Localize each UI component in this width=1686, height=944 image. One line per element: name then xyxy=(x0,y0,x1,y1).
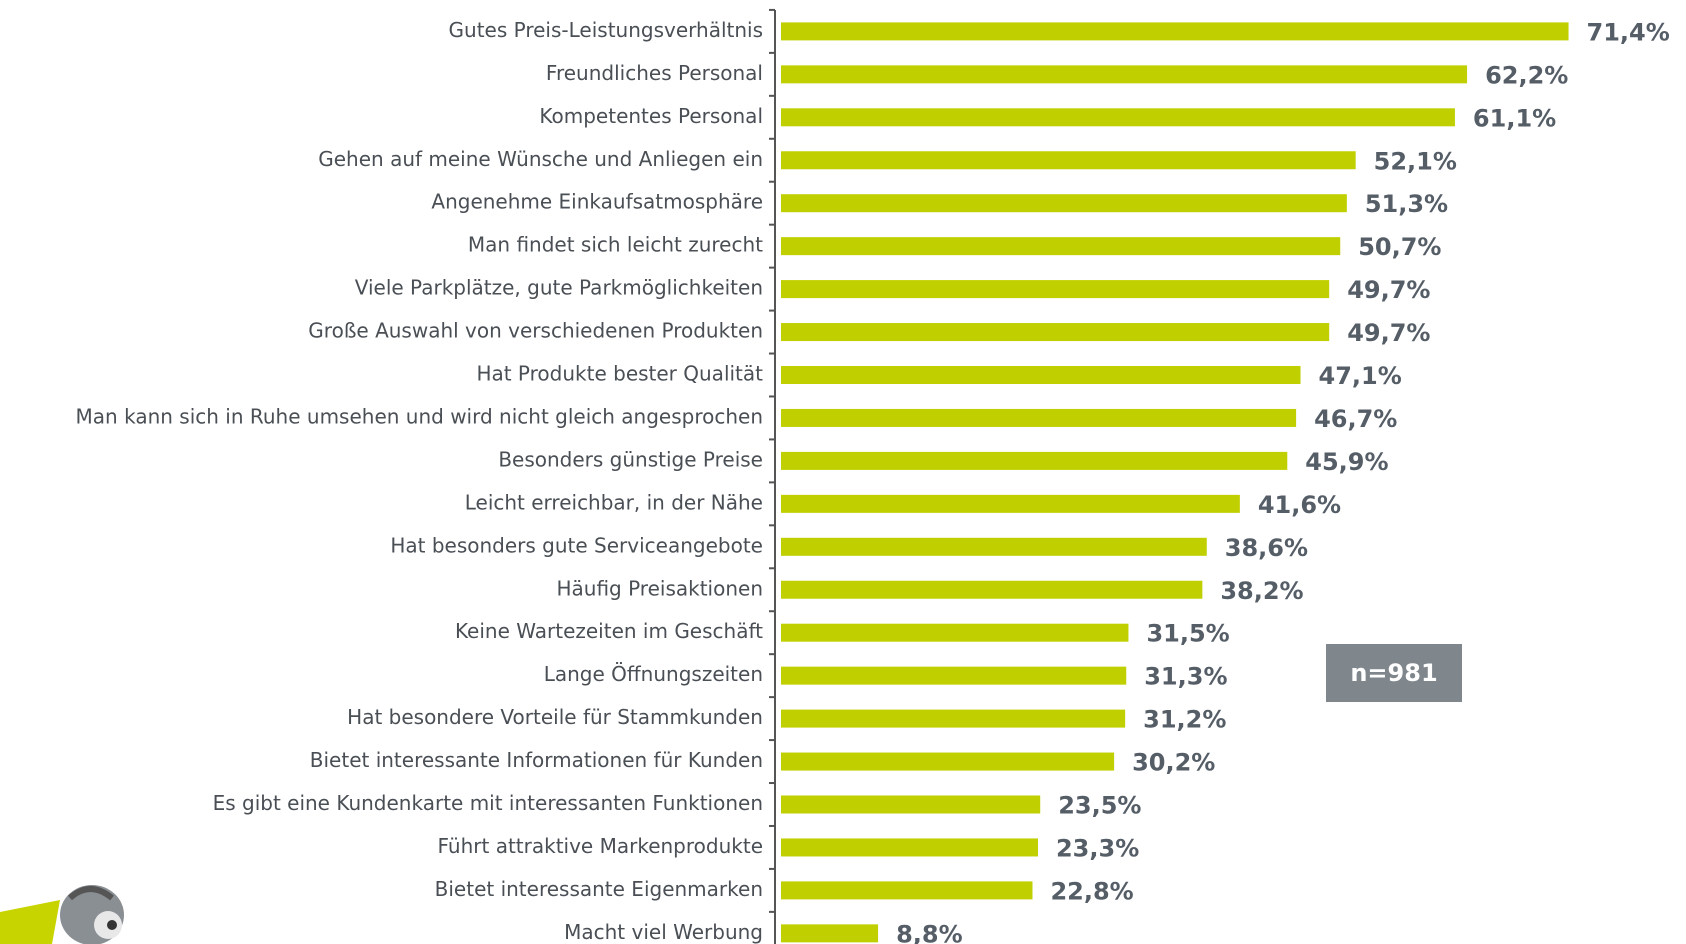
bar xyxy=(781,280,1330,299)
value-label: 31,3% xyxy=(1144,663,1227,691)
category-label: Man kann sich in Ruhe umsehen und wird n… xyxy=(76,404,763,428)
value-label: 50,7% xyxy=(1358,233,1441,261)
category-label: Kompetentes Personal xyxy=(539,104,763,128)
bar xyxy=(781,451,1288,470)
bar xyxy=(781,838,1038,857)
value-label: 38,6% xyxy=(1225,534,1308,562)
value-label: 49,7% xyxy=(1347,319,1430,347)
value-label: 49,7% xyxy=(1347,276,1430,304)
value-label: 31,2% xyxy=(1143,706,1226,734)
bar xyxy=(781,752,1115,771)
category-label: Macht viel Werbung xyxy=(564,920,763,944)
category-label: Gehen auf meine Wünsche und Anliegen ein xyxy=(318,147,763,171)
value-label: 71,4% xyxy=(1587,18,1670,46)
bar xyxy=(781,666,1127,685)
value-label: 62,2% xyxy=(1485,61,1568,89)
category-label: Besonders günstige Preise xyxy=(498,447,763,471)
category-label: Bietet interessante Eigenmarken xyxy=(435,877,763,901)
value-label: 47,1% xyxy=(1319,362,1402,390)
value-label: 41,6% xyxy=(1258,491,1341,519)
category-label: Es gibt eine Kundenkarte mit interessant… xyxy=(213,791,763,815)
value-label: 38,2% xyxy=(1220,577,1303,605)
value-label: 23,3% xyxy=(1056,834,1139,862)
category-label: Angenehme Einkaufsatmosphäre xyxy=(431,190,763,214)
bar xyxy=(781,924,879,943)
bar xyxy=(781,537,1207,556)
bar xyxy=(781,881,1033,900)
category-label: Hat besonders gute Serviceangebote xyxy=(390,533,763,557)
category-label: Führt attraktive Markenprodukte xyxy=(438,834,763,858)
bar xyxy=(781,65,1468,84)
category-label: Keine Wartezeiten im Geschäft xyxy=(455,619,763,643)
mascot xyxy=(0,885,124,944)
value-label: 61,1% xyxy=(1473,104,1556,132)
value-label: 30,2% xyxy=(1132,749,1215,777)
value-label: 46,7% xyxy=(1314,405,1397,433)
bar xyxy=(781,323,1330,342)
category-label: Häufig Preisaktionen xyxy=(556,576,763,600)
category-label: Hat besondere Vorteile für Stammkunden xyxy=(347,705,763,729)
bar xyxy=(781,408,1297,427)
bar xyxy=(781,709,1126,728)
bar xyxy=(781,623,1129,642)
category-label: Gutes Preis-Leistungsverhältnis xyxy=(449,18,763,42)
bar xyxy=(781,580,1203,599)
bar xyxy=(781,22,1569,41)
bar xyxy=(781,366,1301,384)
value-label: 45,9% xyxy=(1305,448,1388,476)
bar xyxy=(781,151,1356,170)
category-label: Hat Produkte bester Qualität xyxy=(476,362,763,386)
category-label: Freundliches Personal xyxy=(546,61,763,85)
value-label: 8,8% xyxy=(896,920,963,944)
bar xyxy=(781,494,1240,513)
bar xyxy=(781,237,1341,256)
category-label: Leicht erreichbar, in der Nähe xyxy=(465,490,763,514)
bar xyxy=(781,795,1041,814)
bar xyxy=(781,108,1455,127)
category-label: Man findet sich leicht zurecht xyxy=(468,233,763,257)
bar xyxy=(781,194,1347,213)
value-label: 52,1% xyxy=(1374,147,1457,175)
value-label: 22,8% xyxy=(1050,877,1133,905)
sample-size: n=981 xyxy=(1350,659,1437,687)
sample-box xyxy=(1326,644,1462,702)
value-label: 23,5% xyxy=(1058,792,1141,820)
category-label: Lange Öffnungszeiten xyxy=(544,662,763,686)
category-label: Viele Parkplätze, gute Parkmöglichkeiten xyxy=(355,276,763,300)
category-label: Große Auswahl von verschiedenen Produkte… xyxy=(308,319,763,343)
value-label: 51,3% xyxy=(1365,190,1448,218)
value-label: 31,5% xyxy=(1146,620,1229,648)
category-label: Bietet interessante Informationen für Ku… xyxy=(310,748,763,772)
